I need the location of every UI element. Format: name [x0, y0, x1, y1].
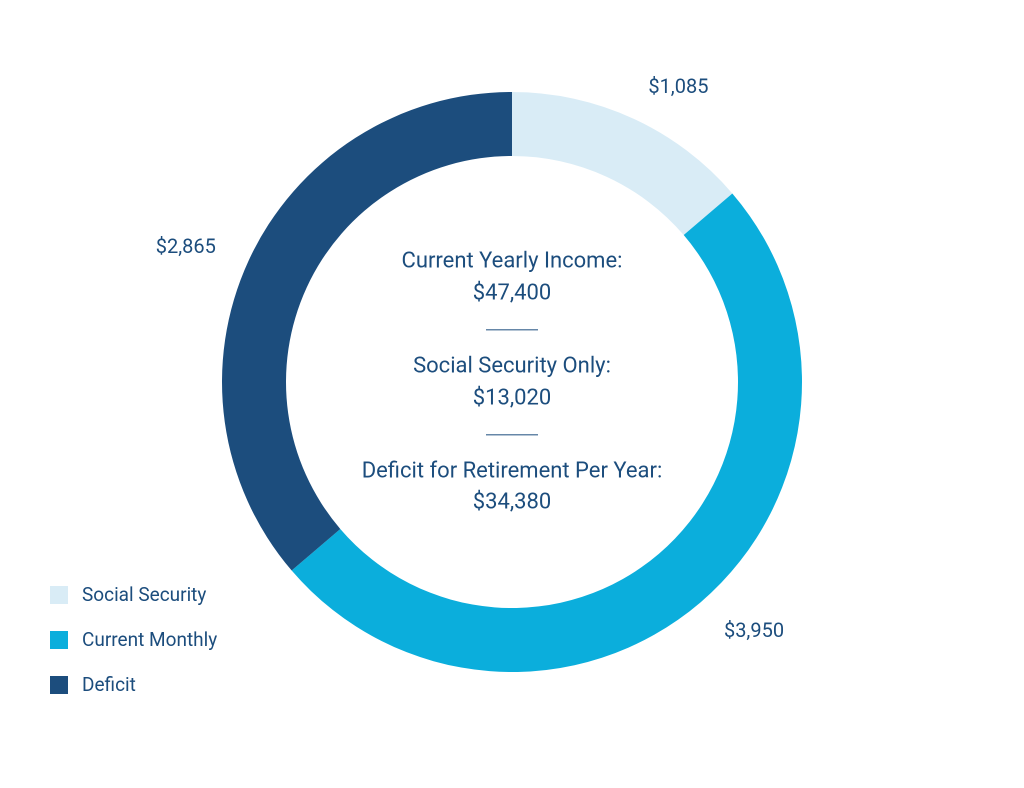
legend-swatch-1 — [50, 631, 68, 649]
center-block-0: Current Yearly Income: $47,400 — [322, 245, 702, 309]
center-title-2: Deficit for Retirement Per Year: — [322, 455, 702, 487]
center-divider-0 — [486, 329, 538, 330]
donut-slice-0 — [512, 92, 732, 235]
legend-label-0: Social Security — [82, 583, 206, 606]
legend-swatch-0 — [50, 586, 68, 604]
legend-item-2: Deficit — [50, 673, 217, 696]
legend-label-2: Deficit — [82, 673, 136, 696]
chart-legend: Social Security Current Monthly Deficit — [50, 583, 217, 718]
slice-label-2: $2,865 — [156, 234, 216, 258]
center-value-1: $13,020 — [322, 382, 702, 414]
legend-label-1: Current Monthly — [82, 628, 217, 651]
center-block-2: Deficit for Retirement Per Year: $34,380 — [322, 455, 702, 519]
center-divider-1 — [486, 434, 538, 435]
slice-label-1: $3,950 — [724, 618, 784, 642]
legend-item-0: Social Security — [50, 583, 217, 606]
legend-swatch-2 — [50, 676, 68, 694]
center-title-0: Current Yearly Income: — [322, 245, 702, 277]
center-value-2: $34,380 — [322, 487, 702, 519]
chart-center-text: Current Yearly Income: $47,400 Social Se… — [322, 245, 702, 518]
center-block-1: Social Security Only: $13,020 — [322, 350, 702, 414]
center-value-0: $47,400 — [322, 277, 702, 309]
legend-item-1: Current Monthly — [50, 628, 217, 651]
donut-chart: Current Yearly Income: $47,400 Social Se… — [212, 82, 812, 682]
slice-label-0: $1,085 — [648, 74, 708, 98]
center-title-1: Social Security Only: — [322, 350, 702, 382]
